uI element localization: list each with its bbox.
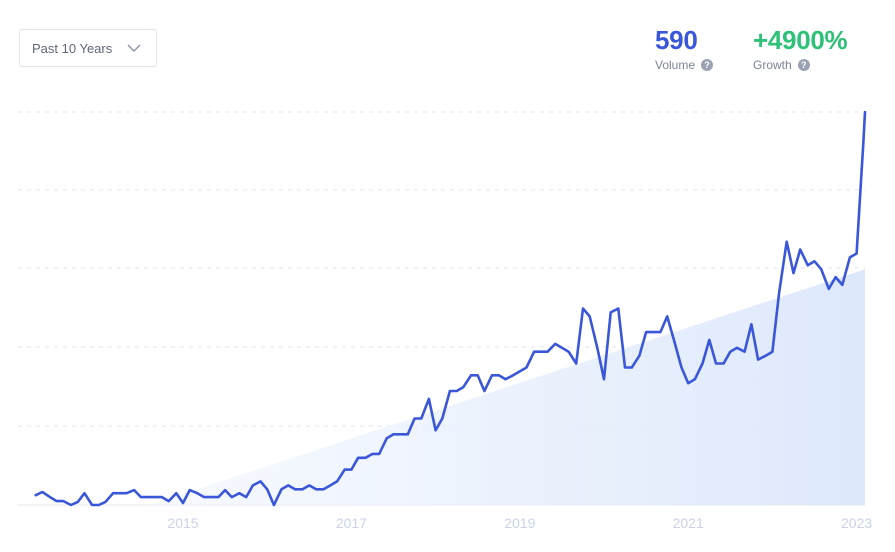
volume-metric: 590 Volume ?	[655, 25, 714, 72]
volume-value: 590	[655, 25, 698, 55]
growth-label: Growth	[753, 58, 792, 72]
time-range-select-label: Past 10 Years	[32, 40, 113, 56]
growth-value: +4900%	[753, 25, 848, 55]
growth-metric: +4900% Growth ?	[753, 25, 848, 72]
growth-help-icon[interactable]: ?	[797, 59, 810, 71]
x-tick-label-2019: 2019	[504, 515, 535, 531]
volume-help-icon[interactable]: ?	[701, 59, 714, 71]
series-line-0	[34, 110, 867, 507]
chevron-down-icon	[126, 40, 142, 56]
x-tick-label-2023: 2023	[841, 515, 872, 531]
time-range-select[interactable]: Past 10 Years	[19, 29, 157, 67]
volume-label: Volume	[655, 58, 696, 72]
x-tick-label-2021: 2021	[673, 515, 704, 531]
x-tick-label-2017: 2017	[336, 515, 367, 531]
trend-area	[149, 269, 865, 505]
x-tick-label-2015: 2015	[167, 515, 198, 531]
